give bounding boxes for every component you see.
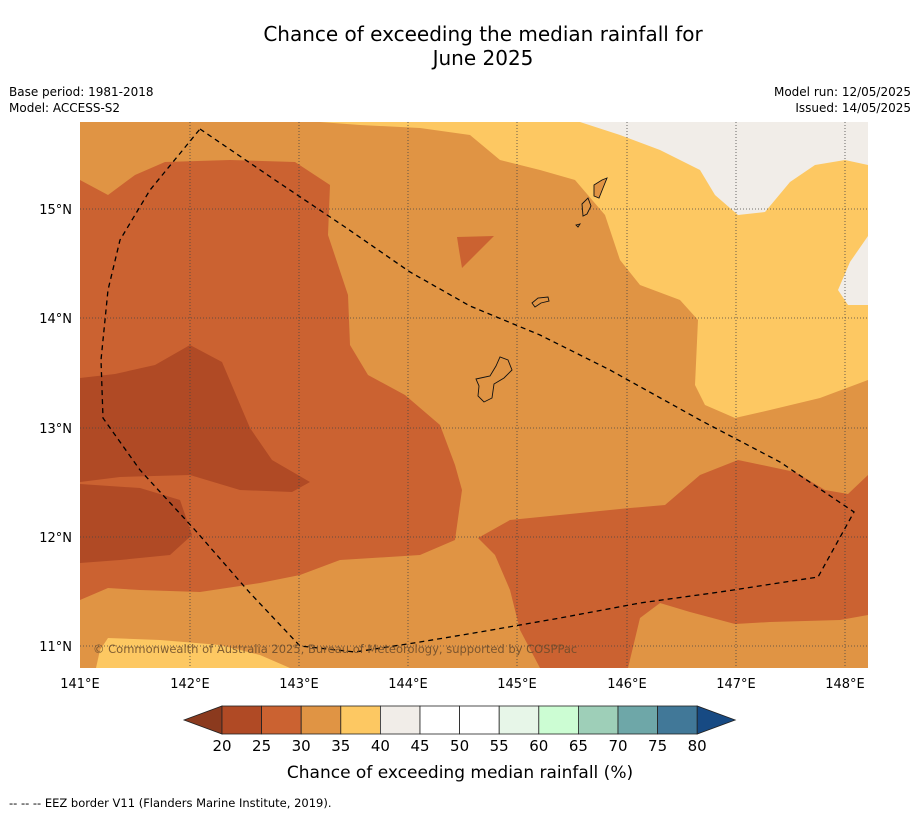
colorbar-tick-label: 20 bbox=[212, 737, 231, 755]
region-25-30-southeast bbox=[478, 460, 868, 668]
lon-label: 141°E bbox=[60, 677, 100, 692]
lat-labels: 15°N 14°N 13°N 12°N 11°N bbox=[39, 203, 72, 655]
colorbar-tick-label: 75 bbox=[648, 737, 667, 755]
colorbar-bin bbox=[419, 705, 460, 735]
colorbar-bin bbox=[578, 705, 619, 735]
lon-label: 145°E bbox=[497, 677, 537, 692]
region-20-25-southwest bbox=[80, 484, 192, 563]
title-line-2: June 2025 bbox=[432, 46, 534, 70]
copyright-notice: © Commonwealth of Australia 2025, Bureau… bbox=[93, 642, 577, 656]
region-25-30-west bbox=[80, 160, 462, 600]
colorbar-bin bbox=[657, 705, 698, 735]
colorbar-bin bbox=[221, 705, 262, 735]
model-info: Base period: 1981-2018 Model: ACCESS-S2 bbox=[9, 84, 154, 116]
colorbar-bin bbox=[617, 705, 658, 735]
colorbar-tick-label: 50 bbox=[450, 737, 469, 755]
lat-gridlines bbox=[80, 208, 868, 647]
model-name: Model: ACCESS-S2 bbox=[9, 101, 121, 115]
lon-label: 142°E bbox=[170, 677, 210, 692]
lon-label: 147°E bbox=[716, 677, 756, 692]
region-25-30-patch bbox=[457, 236, 494, 268]
region-20-25-west bbox=[80, 345, 310, 492]
colorbar-tick-label: 65 bbox=[569, 737, 588, 755]
colorbar-tick-label: 30 bbox=[292, 737, 311, 755]
colorbar-bin bbox=[340, 705, 381, 735]
lat-label: 14°N bbox=[39, 312, 72, 327]
lon-label: 143°E bbox=[279, 677, 319, 692]
colorbar-bin bbox=[300, 705, 342, 735]
aguijan-outline bbox=[575, 223, 582, 228]
colorbar-tick-label: 35 bbox=[331, 737, 350, 755]
colorbar-extend-low bbox=[182, 705, 223, 735]
lon-label: 148°E bbox=[825, 677, 865, 692]
rota-outline bbox=[531, 296, 550, 308]
colorbar-bin bbox=[261, 705, 302, 735]
region-35-40-south bbox=[96, 638, 290, 668]
colorbar-extend-high bbox=[696, 705, 737, 735]
colorbar-bin bbox=[498, 705, 540, 735]
map-title: Chance of exceeding the median rainfall … bbox=[0, 22, 919, 70]
colorbar-tick-label: 60 bbox=[529, 737, 548, 755]
colorbar: 20 25 30 35 40 45 50 55 60 65 70 75 80 Chance of exc… bbox=[182, 705, 737, 783]
colorbar-tick-label: 80 bbox=[688, 737, 707, 755]
colorbar-tick-label: 40 bbox=[371, 737, 390, 755]
saipan-outline bbox=[593, 177, 608, 199]
lon-label: 144°E bbox=[388, 677, 428, 692]
colorbar-tick-label: 25 bbox=[252, 737, 271, 755]
run-info: Model run: 12/05/2025 Issued: 14/05/2025 bbox=[774, 84, 911, 116]
region-40-45-northeast bbox=[580, 122, 868, 215]
base-period: Base period: 1981-2018 bbox=[9, 85, 154, 99]
issued-date: Issued: 14/05/2025 bbox=[795, 101, 911, 115]
guam-outline bbox=[475, 356, 513, 403]
lon-gridlines bbox=[189, 122, 846, 668]
lon-label: 146°E bbox=[607, 677, 647, 692]
colorbar-bin bbox=[538, 705, 579, 735]
colorbar-bin bbox=[379, 705, 421, 735]
colorbar-label: Chance of exceeding median rainfall (%) bbox=[287, 763, 633, 783]
region-40-45-east bbox=[838, 236, 868, 305]
map-area: © Commonwealth of Australia 2025, Bureau… bbox=[80, 122, 868, 668]
model-run-date: Model run: 12/05/2025 bbox=[773, 85, 911, 99]
title-line-1: Chance of exceeding the median rainfall … bbox=[263, 22, 703, 46]
colorbar-tick-label: 45 bbox=[410, 737, 429, 755]
colorbar-tick-label: 55 bbox=[490, 737, 509, 755]
tinian-outline bbox=[581, 197, 592, 217]
lat-label: 12°N bbox=[39, 531, 72, 546]
eez-footnote: -- -- -- EEZ border V11 (Flanders Marine… bbox=[9, 796, 332, 810]
lon-labels: 141°E 142°E 143°E 144°E 145°E 146°E 147°… bbox=[60, 677, 865, 692]
lat-label: 11°N bbox=[39, 640, 72, 655]
lat-label: 15°N bbox=[39, 203, 72, 218]
colorbar-tick-label: 70 bbox=[608, 737, 627, 755]
lat-label: 13°N bbox=[39, 422, 72, 437]
island-outlines bbox=[475, 177, 608, 403]
colorbar-bin bbox=[459, 705, 500, 735]
